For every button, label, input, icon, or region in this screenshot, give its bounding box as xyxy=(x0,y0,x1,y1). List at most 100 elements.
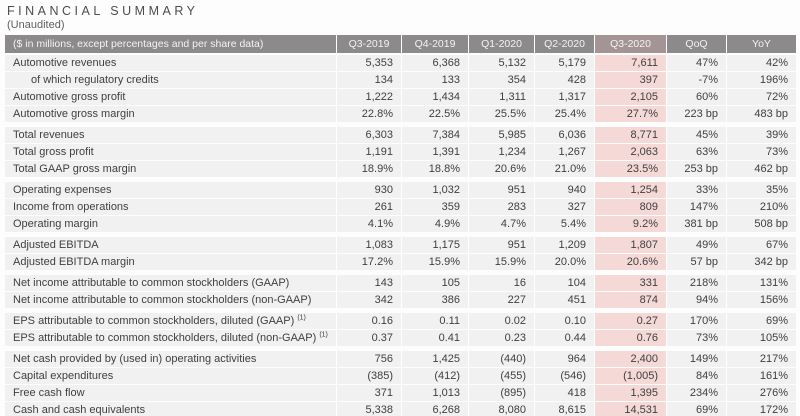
value-cell-q2-2020: 25.4% xyxy=(534,106,594,122)
value-cell-q3-2019: 371 xyxy=(336,385,401,401)
row-label: EPS attributable to common stockholders,… xyxy=(5,330,336,346)
value-cell-q3-2020: 7,611 xyxy=(594,55,666,71)
value-cell-q3-2019: 22.8% xyxy=(336,106,401,122)
value-cell-q1-2020: (440) xyxy=(468,351,534,367)
value-cell-q4-2019: 22.5% xyxy=(401,106,468,122)
value-cell-q3-2020: 14,531 xyxy=(594,402,666,416)
value-cell-yoy: 105% xyxy=(726,330,796,346)
column-header-qoq: QoQ xyxy=(666,35,726,53)
value-cell-q1-2020: 0.23 xyxy=(468,330,534,346)
value-cell-q3-2019: 143 xyxy=(336,275,401,291)
value-cell-q2-2020: 20.0% xyxy=(534,254,594,270)
table-row: Operating margin 4.1% 4.9% 4.7% 5.4% 9.2% 381 … xyxy=(5,216,796,232)
table-row: Automotive revenues 5,353 6,368 5,132 5,179 7… xyxy=(5,55,796,71)
value-cell-q3-2020: 2,105 xyxy=(594,89,666,105)
table-row: Net income attributable to common stockh… xyxy=(5,275,796,291)
footnote-marker: (1) xyxy=(319,331,328,339)
value-cell-q1-2020: 227 xyxy=(468,292,534,308)
value-cell-q1-2020: 5,132 xyxy=(468,55,534,71)
value-cell-q3-2019: 18.9% xyxy=(336,161,401,177)
value-cell-q3-2020: 0.76 xyxy=(594,330,666,346)
row-label: EPS attributable to common stockholders,… xyxy=(5,313,336,329)
value-cell-yoy: 39% xyxy=(726,127,796,143)
value-cell-yoy: 72% xyxy=(726,89,796,105)
value-cell-q4-2019: 386 xyxy=(401,292,468,308)
value-cell-q4-2019: 1,391 xyxy=(401,144,468,160)
row-label: Net cash provided by (used in) operating… xyxy=(5,351,336,367)
value-cell-qoq: 69% xyxy=(666,402,726,416)
table-section-6: EPS attributable to common stockholders,… xyxy=(5,313,796,346)
value-cell-q2-2020: 8,615 xyxy=(534,402,594,416)
table-row: Total GAAP gross margin 18.9% 18.8% 20.6% 21… xyxy=(5,161,796,177)
column-header-q3-2019: Q3-2019 xyxy=(336,35,401,53)
row-label: Total gross profit xyxy=(5,144,336,160)
value-cell-q1-2020: 354 xyxy=(468,72,534,88)
value-cell-yoy: 172% xyxy=(726,402,796,416)
value-cell-q1-2020: 20.6% xyxy=(468,161,534,177)
table-section-5: Net income attributable to common stockh… xyxy=(5,275,796,308)
value-cell-qoq: 45% xyxy=(666,127,726,143)
value-cell-q3-2020: 8,771 xyxy=(594,127,666,143)
row-label: Net income attributable to common stockh… xyxy=(5,292,336,308)
value-cell-q3-2020: 23.5% xyxy=(594,161,666,177)
value-cell-q3-2020: 331 xyxy=(594,275,666,291)
value-cell-q4-2019: 18.8% xyxy=(401,161,468,177)
table-section-2: Total revenues 6,303 7,384 5,985 6,036 8,771 4… xyxy=(5,127,796,177)
value-cell-q2-2020: 5.4% xyxy=(534,216,594,232)
row-label: Net income attributable to common stockh… xyxy=(5,275,336,291)
value-cell-yoy: 73% xyxy=(726,144,796,160)
value-cell-q4-2019: 1,175 xyxy=(401,237,468,253)
value-cell-q3-2019: 0.37 xyxy=(336,330,401,346)
column-header-q3-2020: Q3-2020 xyxy=(594,35,666,53)
value-cell-qoq: 73% xyxy=(666,330,726,346)
value-cell-q3-2019: 5,353 xyxy=(336,55,401,71)
row-label: Cash and cash equivalents xyxy=(5,402,336,416)
value-cell-q2-2020: (546) xyxy=(534,368,594,384)
value-cell-qoq: 253 bp xyxy=(666,161,726,177)
value-cell-q4-2019: 133 xyxy=(401,72,468,88)
value-cell-q4-2019: (412) xyxy=(401,368,468,384)
value-cell-q3-2019: 342 xyxy=(336,292,401,308)
row-label: Automotive gross margin xyxy=(5,106,336,122)
value-cell-q2-2020: 1,267 xyxy=(534,144,594,160)
table-row: Net income attributable to common stockh… xyxy=(5,292,796,308)
value-cell-qoq: 223 bp xyxy=(666,106,726,122)
value-cell-q4-2019: 359 xyxy=(401,199,468,215)
value-cell-q1-2020: 0.02 xyxy=(468,313,534,329)
value-cell-q3-2020: 1,254 xyxy=(594,182,666,198)
table-row: Cash and cash equivalents 5,338 6,268 8,080… xyxy=(5,402,796,416)
value-cell-qoq: 49% xyxy=(666,237,726,253)
column-header-q1-2020: Q1-2020 xyxy=(468,35,534,53)
value-cell-q1-2020: 5,985 xyxy=(468,127,534,143)
value-cell-qoq: 170% xyxy=(666,313,726,329)
value-cell-qoq: 234% xyxy=(666,385,726,401)
value-cell-q3-2020: (1,005) xyxy=(594,368,666,384)
value-cell-q3-2020: 397 xyxy=(594,72,666,88)
page-subtitle: (Unaudited) xyxy=(7,19,65,31)
value-cell-qoq: 47% xyxy=(666,55,726,71)
value-cell-q3-2020: 874 xyxy=(594,292,666,308)
value-cell-q2-2020: 418 xyxy=(534,385,594,401)
value-cell-q3-2019: 756 xyxy=(336,351,401,367)
value-cell-q2-2020: 428 xyxy=(534,72,594,88)
value-cell-yoy: 69% xyxy=(726,313,796,329)
value-cell-yoy: 131% xyxy=(726,275,796,291)
value-cell-qoq: 381 bp xyxy=(666,216,726,232)
value-cell-q1-2020: (895) xyxy=(468,385,534,401)
value-cell-qoq: 94% xyxy=(666,292,726,308)
value-cell-q4-2019: 1,425 xyxy=(401,351,468,367)
value-cell-q3-2020: 20.6% xyxy=(594,254,666,270)
value-cell-q2-2020: 327 xyxy=(534,199,594,215)
table-row: EPS attributable to common stockholders,… xyxy=(5,313,796,329)
value-cell-yoy: 35% xyxy=(726,182,796,198)
value-cell-q3-2019: 4.1% xyxy=(336,216,401,232)
row-label: Automotive gross profit xyxy=(5,89,336,105)
value-cell-yoy: 42% xyxy=(726,55,796,71)
value-cell-q3-2020: 27.7% xyxy=(594,106,666,122)
value-cell-yoy: 161% xyxy=(726,368,796,384)
value-cell-q2-2020: 21.0% xyxy=(534,161,594,177)
table-row: of which regulatory credits 134 133 354 428 3… xyxy=(5,72,796,88)
row-label: Operating expenses xyxy=(5,182,336,198)
table-row: Capital expenditures (385) (412) (455) (546)… xyxy=(5,368,796,384)
column-header-description: ($ in millions, except percentages and p… xyxy=(5,35,336,53)
